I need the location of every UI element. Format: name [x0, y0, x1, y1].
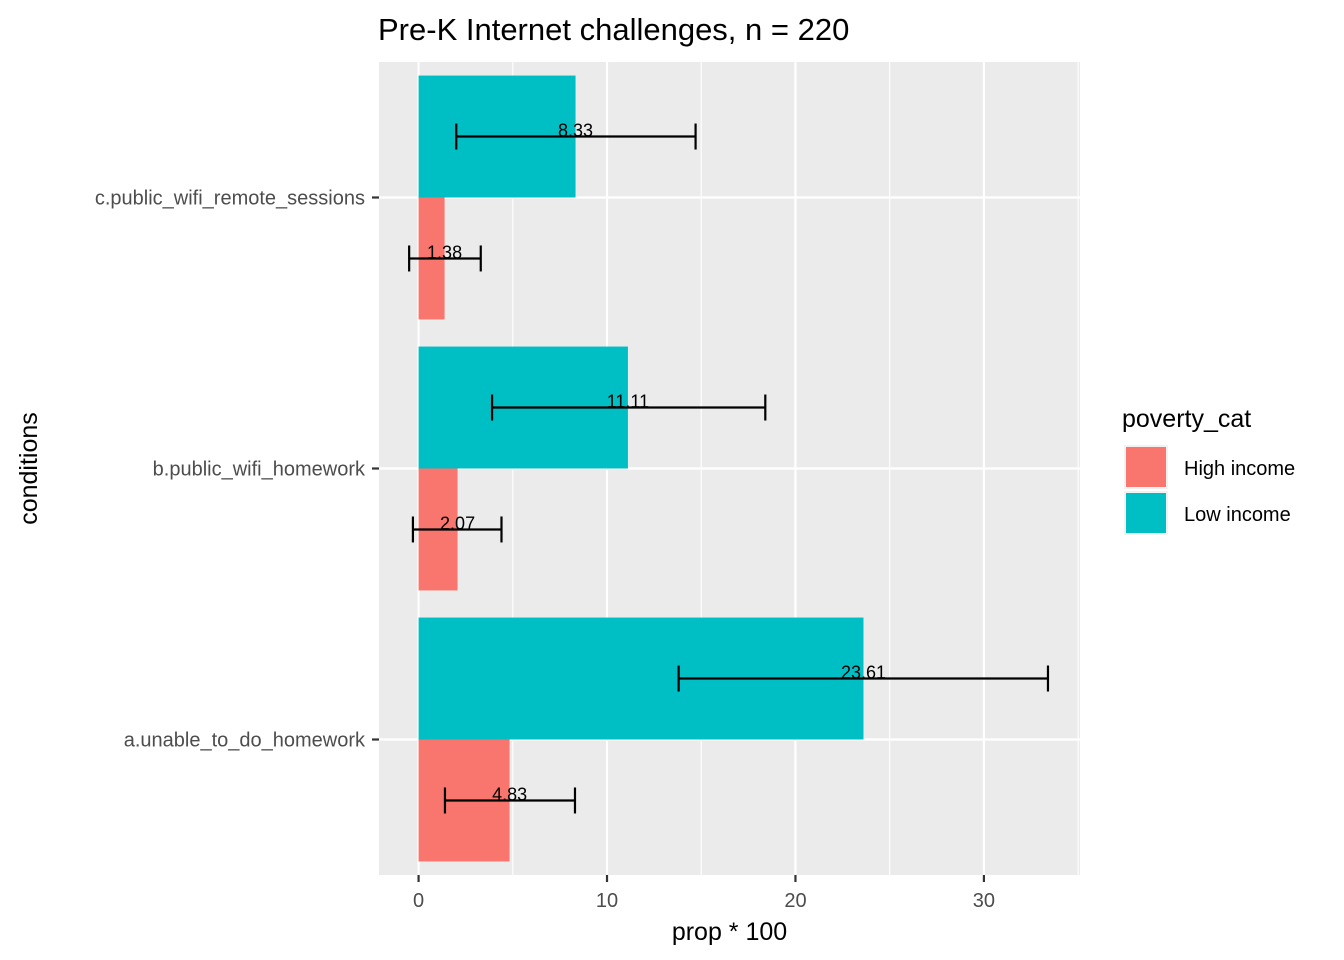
- data-label: 4.83: [492, 784, 527, 804]
- legend-swatch: [1126, 493, 1166, 533]
- legend-label: Low income: [1184, 504, 1291, 526]
- error-bars: [408, 123, 1050, 814]
- data-label: 1.38: [427, 242, 462, 262]
- data-label: 8.33: [558, 121, 593, 141]
- y-axis: a.unable_to_do_homework b.public_wifi_hom…: [95, 188, 379, 752]
- x-axis: 0 10 20 30: [413, 875, 995, 912]
- legend-title: poverty_cat: [1122, 405, 1251, 433]
- x-tick-label: 30: [973, 890, 995, 912]
- y-tick-label: b.public_wifi_homework: [153, 459, 366, 481]
- legend-label: High income: [1184, 458, 1295, 480]
- data-label: 2.07: [440, 513, 475, 533]
- y-axis-title: conditions: [15, 412, 43, 525]
- legend: High income Low income: [1124, 445, 1295, 535]
- data-label: 23.61: [841, 663, 886, 683]
- chart-title: Pre-K Internet challenges, n = 220: [378, 12, 849, 47]
- y-tick-label: c.public_wifi_remote_sessions: [95, 188, 365, 210]
- data-label: 11.11: [607, 392, 649, 412]
- x-tick-label: 20: [784, 890, 806, 912]
- x-tick-label: 10: [596, 890, 618, 912]
- x-tick-label: 0: [413, 890, 424, 912]
- x-axis-title: prop * 100: [672, 918, 787, 946]
- legend-swatch: [1126, 447, 1166, 487]
- y-tick-label: a.unable_to_do_homework: [124, 730, 366, 752]
- data-labels: 4.83 2.07 1.38 23.61 11.11 8.33: [427, 121, 886, 805]
